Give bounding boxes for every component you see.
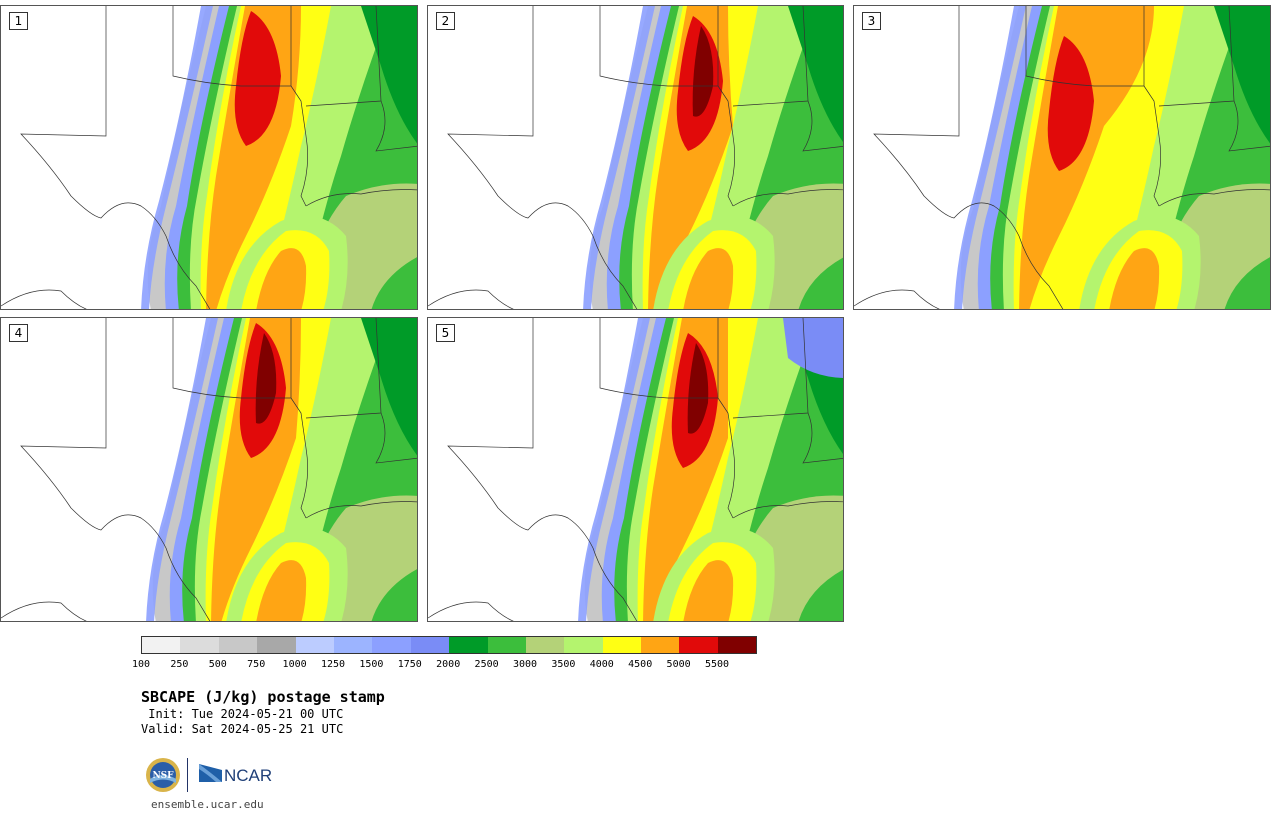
colorbar-swatch — [333, 637, 373, 653]
colorbar-swatch — [525, 637, 565, 653]
colorbar-swatch — [295, 637, 334, 653]
ncar-logo-icon: NCAR — [199, 764, 272, 785]
map-plot — [1, 318, 417, 621]
plot-title: SBCAPE (J/kg) postage stamp — [141, 688, 385, 706]
valid-time: Valid: Sat 2024-05-25 21 UTC — [141, 722, 344, 736]
stamp-panel-2: 2 — [427, 5, 844, 310]
colorbar-tick-label: 3500 — [551, 659, 576, 670]
colorbar-swatch — [717, 637, 757, 653]
colorbar-tick-label: 2000 — [436, 659, 461, 670]
map-plot — [1, 6, 417, 309]
colorbar-tick-label: 4000 — [589, 659, 614, 670]
colorbar-tick-label: 5000 — [666, 659, 691, 670]
colorbar-tick-label: 5500 — [704, 659, 730, 670]
logo-divider — [187, 758, 188, 792]
colorbar-tick-label: 750 — [247, 659, 266, 670]
svg-text:NCAR: NCAR — [224, 766, 272, 785]
stamp-panel-3: 3 — [853, 5, 1271, 310]
colorbar-swatch — [218, 637, 258, 653]
colorbar-swatch — [641, 637, 680, 653]
colorbar-tick-label: 3000 — [512, 659, 538, 670]
cape-shading — [146, 318, 417, 621]
member-label: 5 — [436, 324, 455, 342]
state-boundaries — [428, 6, 843, 309]
colorbar-swatch — [564, 637, 603, 653]
colorbar-tick-label: 1250 — [320, 659, 346, 670]
colorbar-tick-label: 1750 — [397, 659, 422, 670]
nsf-logo-icon: NSF — [146, 758, 180, 792]
map-plot — [854, 6, 1270, 309]
stamp-panel-4: 4 — [0, 317, 418, 622]
site-url: ensemble.ucar.edu — [151, 798, 264, 811]
map-plot — [428, 6, 843, 309]
member-label: 3 — [862, 12, 881, 30]
state-boundaries — [854, 6, 1270, 309]
colorbar-swatch — [257, 637, 296, 653]
member-label: 4 — [9, 324, 28, 342]
colorbar-tick-label: 250 — [170, 659, 189, 670]
colorbar-swatch — [142, 637, 181, 653]
map-plot — [428, 318, 843, 621]
colorbar-swatch — [372, 637, 411, 653]
colorbar-tick-label: 1500 — [359, 659, 384, 670]
colorbar-swatch — [679, 637, 718, 653]
colorbar-tick-label: 500 — [208, 659, 227, 670]
state-boundaries — [428, 318, 843, 621]
colorbar-swatch — [410, 637, 450, 653]
cape-shading — [583, 6, 843, 309]
colorbar-tick-label: 2500 — [474, 659, 499, 670]
colorbar — [141, 636, 758, 654]
colorbar-swatch — [449, 637, 488, 653]
svg-text:NSF: NSF — [152, 771, 174, 781]
colorbar-tick-label: 100 — [131, 659, 151, 670]
member-label: 2 — [436, 12, 455, 30]
cape-shading — [141, 6, 417, 309]
member-label: 1 — [9, 12, 28, 30]
colorbar-swatch — [487, 637, 526, 653]
state-boundaries — [1, 318, 417, 621]
stamp-panel-5: 5 — [427, 317, 844, 622]
stamp-panel-1: 1 — [0, 5, 418, 310]
cape-shading — [578, 318, 843, 621]
colorbar-ticks: 100 250 500 750 1000 1250 1500 1750 2000 2500 3000… — [132, 659, 757, 673]
cape-shading — [954, 6, 1270, 309]
colorbar-swatch — [602, 637, 642, 653]
colorbar-swatch — [180, 637, 219, 653]
colorbar-tick-label: 4500 — [628, 659, 653, 670]
init-time: Init: Tue 2024-05-21 00 UTC — [141, 707, 344, 721]
colorbar-tick-label: 1000 — [282, 659, 307, 670]
state-boundaries — [1, 6, 417, 309]
